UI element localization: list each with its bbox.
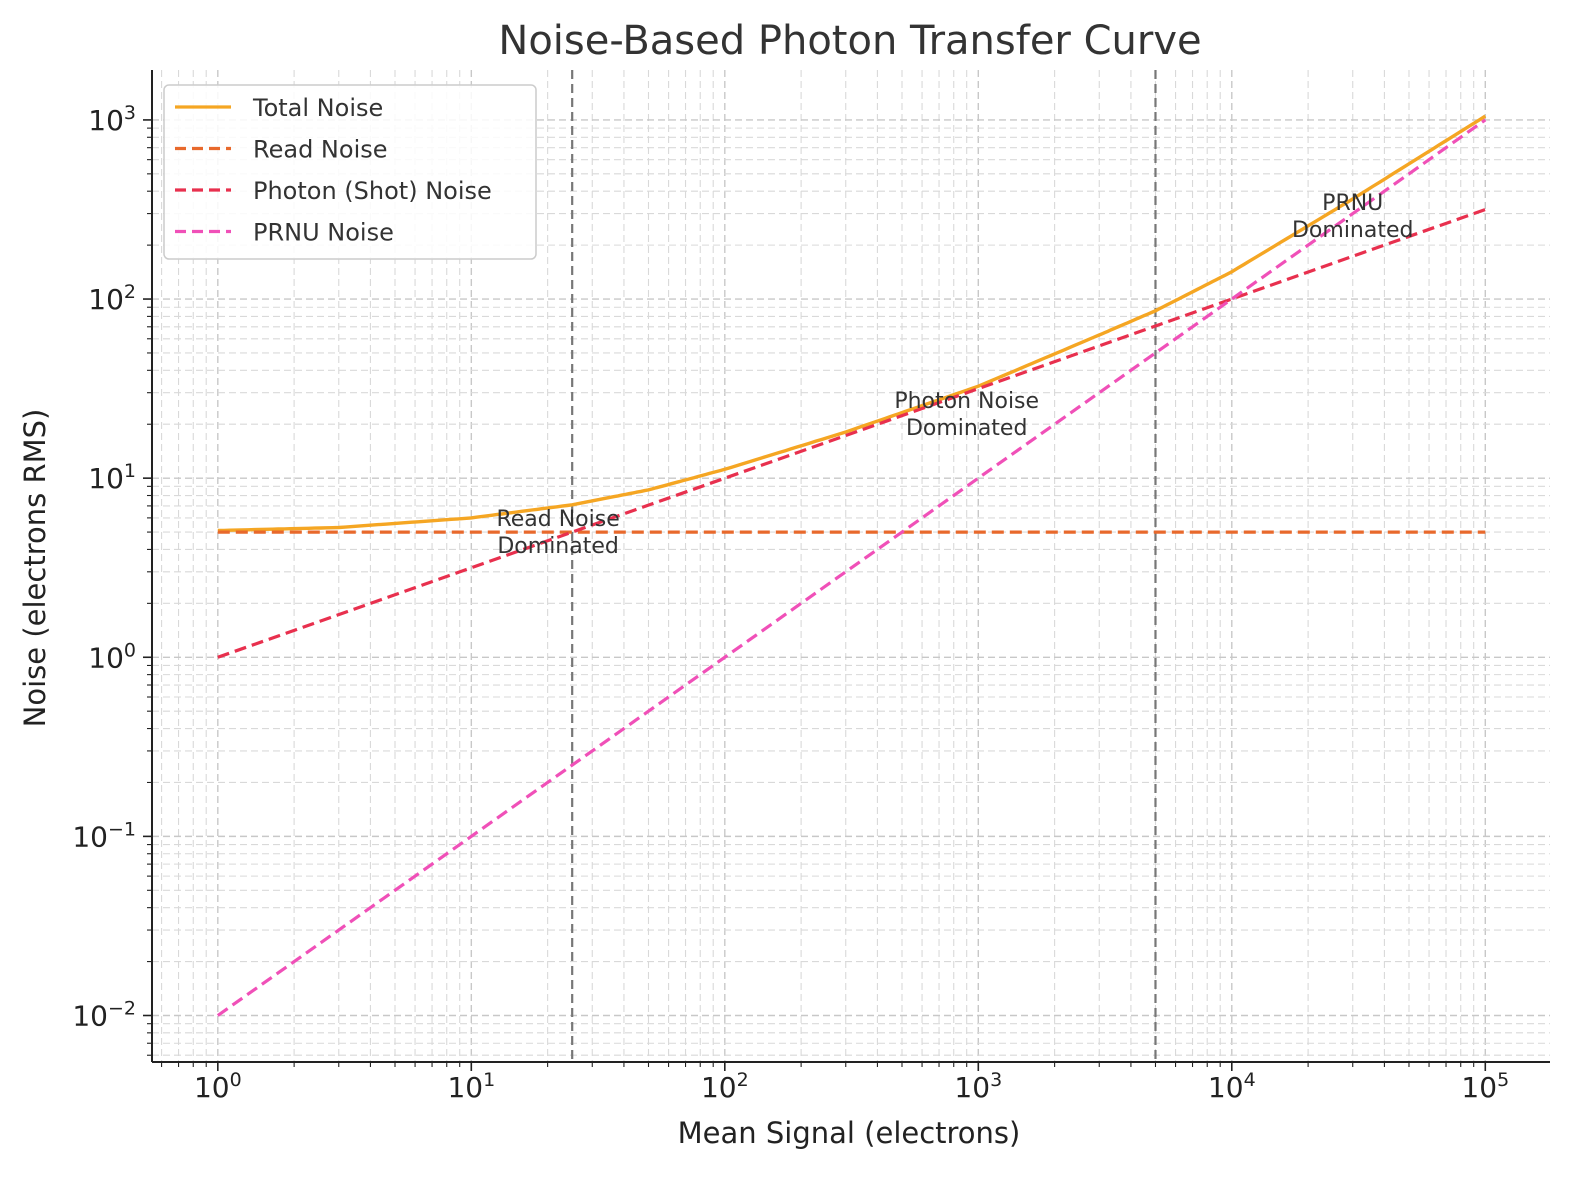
legend-label: Total Noise — [252, 94, 383, 122]
annotation-line: Photon Noise — [894, 389, 1039, 414]
legend-box — [163, 84, 537, 260]
series-line-photon-shot-noise — [217, 207, 1486, 659]
y-axis-label: Noise (electrons RMS) — [18, 409, 52, 728]
legend-label: Read Noise — [253, 136, 388, 164]
x-tick-label: 102 — [701, 1069, 749, 1104]
axes: 100 101 102 103 104 105 10−2 10−1 100 101 102 103 — [72, 70, 1550, 1104]
series-lines — [216, 114, 1487, 1017]
y-tick-label: 100 — [88, 639, 136, 674]
series-line-prnu-noise — [216, 118, 1487, 1017]
y-tick-label: 10−2 — [72, 997, 136, 1032]
legend-label: PRNU Noise — [253, 219, 394, 247]
y-tick-label: 10−1 — [72, 818, 136, 853]
x-tick-label: 100 — [194, 1069, 242, 1104]
annotation-line: PRNU — [1322, 191, 1383, 216]
y-tick-label: 101 — [88, 460, 136, 495]
legend-label: Photon (Shot) Noise — [253, 177, 492, 205]
y-tick-label: 103 — [88, 102, 136, 137]
annotation-line: Dominated — [1292, 218, 1414, 243]
y-tick-label: 102 — [88, 281, 136, 316]
x-tick-label: 103 — [954, 1069, 1002, 1104]
legend: Total Noise Read Noise Photon (Shot) Noise… — [163, 84, 537, 260]
x-tick-label: 101 — [447, 1069, 495, 1104]
x-axis-label: Mean Signal (electrons) — [678, 1116, 1021, 1150]
annotation-line: Dominated — [497, 534, 619, 559]
x-tick-label: 105 — [1461, 1069, 1509, 1104]
x-tick-label: 104 — [1208, 1069, 1256, 1104]
chart-title: Noise-Based Photon Transfer Curve — [498, 18, 1201, 64]
annotation-line: Dominated — [906, 416, 1028, 441]
series-line-total-noise — [217, 114, 1487, 533]
region-divider-lines — [571, 70, 1157, 1062]
annotation-line: Read Noise — [496, 507, 619, 532]
